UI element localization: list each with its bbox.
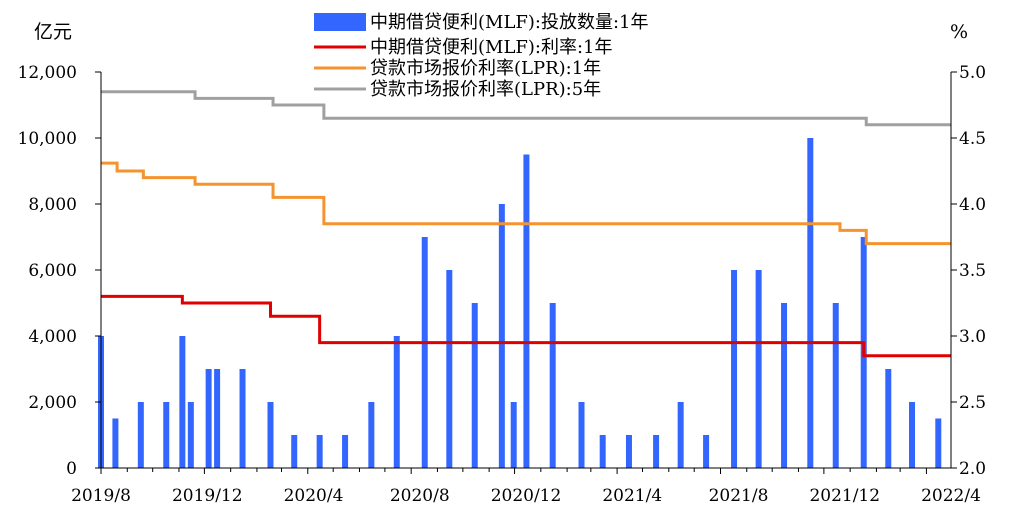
legend-label: 贷款市场报价利率(LPR):5年 xyxy=(370,79,601,100)
mlf-volume-bar xyxy=(368,402,375,468)
lpr-1y-line xyxy=(101,161,951,246)
mlf-volume-bar xyxy=(446,270,453,468)
right-tick-label: 5.0 xyxy=(959,63,986,83)
x-tick-label: 2022/4 xyxy=(921,486,981,506)
x-tick-label: 2020/12 xyxy=(491,486,562,506)
left-axis-ticks: 0 2,000 4,000 6,000 8,000 10,000 12,000 xyxy=(18,63,101,479)
mlf-volume-bar xyxy=(471,303,478,468)
mlf-volume-bar xyxy=(179,336,186,468)
mlf-volume-bar xyxy=(755,270,762,468)
right-axis-unit: % xyxy=(950,21,968,43)
right-tick-label: 3.0 xyxy=(959,327,986,347)
mlf-volume-bar xyxy=(393,336,400,468)
right-tick-label: 2.0 xyxy=(959,459,986,479)
x-tick-label: 2021/12 xyxy=(809,486,880,506)
mlf-volume-bar xyxy=(137,402,144,468)
right-tick-label: 4.5 xyxy=(959,129,986,149)
left-tick-label: 6,000 xyxy=(28,261,77,281)
mlf-volume-bar xyxy=(163,402,170,468)
mlf-volume-bar xyxy=(731,270,738,468)
mlf-volume-bar xyxy=(677,402,684,468)
legend-swatch-bar xyxy=(314,13,366,31)
legend-label: 中期借贷便利(MLF):投放数量:1年 xyxy=(370,12,649,33)
mlf-volume-bar xyxy=(909,402,916,468)
mlf-volume-bar xyxy=(599,435,606,468)
x-tick-label: 2020/4 xyxy=(284,486,344,506)
right-axis-ticks: 2.0 2.5 3.0 3.5 4.0 4.5 5.0 xyxy=(951,63,986,479)
mlf-volume-bar xyxy=(112,418,119,468)
lpr-5y-line xyxy=(101,90,951,127)
mlf-volume-bar xyxy=(885,369,892,468)
x-tick-label: 2019/12 xyxy=(172,486,243,506)
left-tick-label: 10,000 xyxy=(18,129,77,149)
legend: 中期借贷便利(MLF):投放数量:1年中期借贷便利(MLF):利率:1年贷款市场… xyxy=(314,12,649,100)
mlf-volume-bar xyxy=(703,435,710,468)
mlf-volume-bar xyxy=(267,402,274,468)
x-tick-label: 2021/4 xyxy=(602,486,662,506)
left-tick-label: 0 xyxy=(66,459,77,479)
mlf-volume-bar xyxy=(187,402,194,468)
mlf-volume-bar xyxy=(498,204,505,468)
left-tick-label: 2,000 xyxy=(28,393,77,413)
mlf-volume-bar xyxy=(781,303,788,468)
mlf-volume-bar xyxy=(239,369,246,468)
mlf-volume-bar xyxy=(291,435,298,468)
mlf-volume-bar xyxy=(549,303,556,468)
mlf-volume-bar xyxy=(653,435,660,468)
right-tick-label: 2.5 xyxy=(959,393,986,413)
mlf-volume-bar xyxy=(342,435,349,468)
mlf-volume-bar xyxy=(214,369,221,468)
mlf-volume-bar xyxy=(205,369,212,468)
mlf-volume-bar xyxy=(523,154,530,468)
mlf-rate-line xyxy=(101,294,951,358)
x-tick-label: 2020/8 xyxy=(390,486,450,506)
legend-label: 中期借贷便利(MLF):利率:1年 xyxy=(370,37,613,58)
mlf-volume-bar xyxy=(625,435,632,468)
mlf-volume-bar xyxy=(510,402,517,468)
left-axis-unit: 亿元 xyxy=(34,21,72,43)
x-tick-label: 2021/8 xyxy=(709,486,769,506)
rate-lines xyxy=(101,90,951,358)
mlf-volume-bar xyxy=(832,303,839,468)
mlf-volume-bar xyxy=(578,402,585,468)
mlf-volume-bar xyxy=(807,138,814,468)
left-tick-label: 4,000 xyxy=(28,327,77,347)
mlf-volume-bar xyxy=(421,237,428,468)
left-tick-label: 12,000 xyxy=(18,63,77,83)
right-tick-label: 4.0 xyxy=(959,195,986,215)
left-tick-label: 8,000 xyxy=(28,195,77,215)
mlf-volume-bar xyxy=(935,418,942,468)
x-axis-ticks: 2019/8 2019/12 2020/4 2020/8 2020/12 2021/4 20… xyxy=(71,468,981,506)
legend-label: 贷款市场报价利率(LPR):1年 xyxy=(370,58,601,79)
right-tick-label: 3.5 xyxy=(959,261,986,281)
mlf-volume-bar xyxy=(316,435,323,468)
x-tick-label: 2019/8 xyxy=(71,486,131,506)
